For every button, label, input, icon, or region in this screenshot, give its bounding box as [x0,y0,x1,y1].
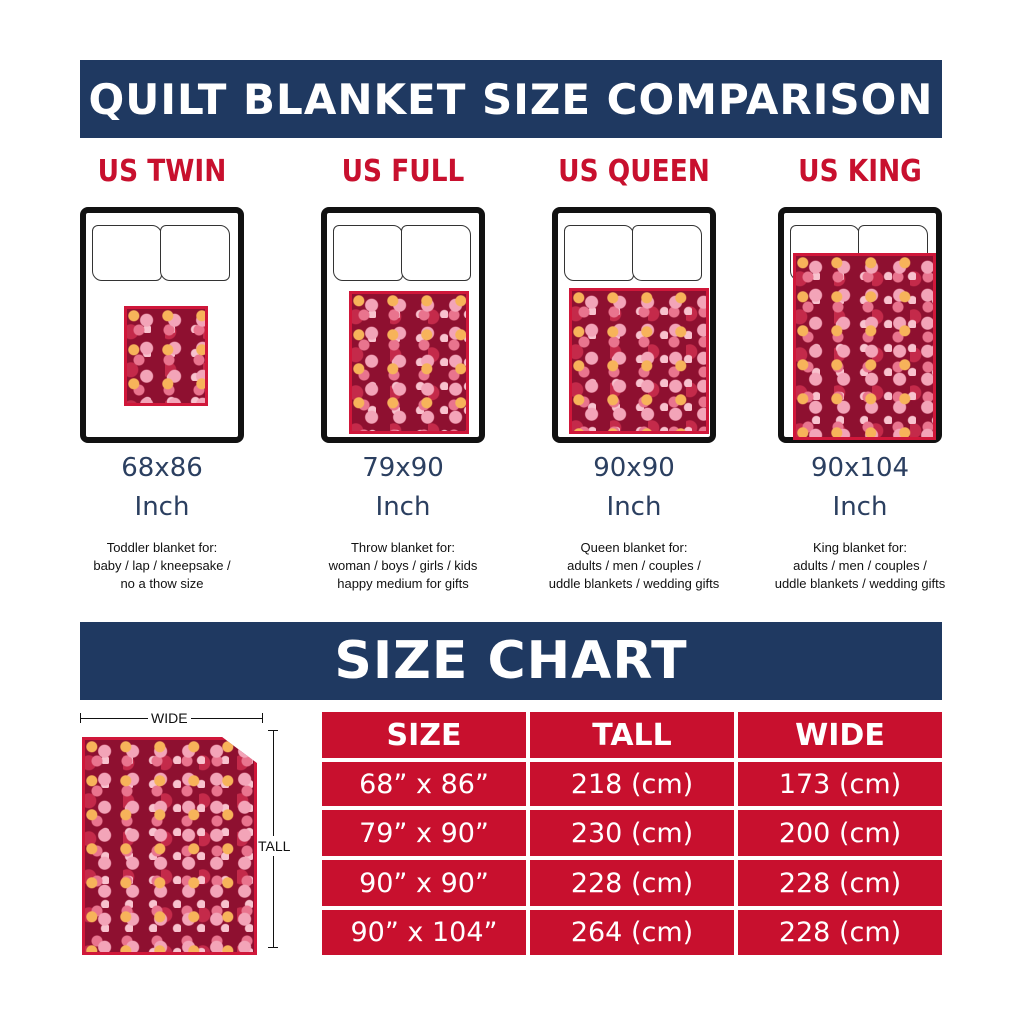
table-cell: 173 (cm) [738,762,942,806]
size-name: US KING [798,154,922,189]
bed-illustration [321,207,485,443]
size-unit: Inch [832,492,888,522]
blanket-image [793,253,936,440]
size-chart-title: SIZE CHART [80,622,942,700]
blanket-image [569,288,709,434]
pillow-icon [632,225,702,281]
table-cell: 228 (cm) [530,860,734,906]
size-dims: 90x104 [810,453,910,483]
table-cell: 90” x 90” [322,860,526,906]
table-cell: 230 (cm) [530,810,734,856]
size-dims: 79x90 [362,453,444,483]
table-cell: 264 (cm) [530,910,734,955]
size-description: Throw blanket for: woman / boys / girls /… [328,540,478,591]
size-dims: 90x90 [593,453,675,483]
pillow-icon [160,225,230,281]
bed-illustration [552,207,716,443]
comparison-title: QUILT BLANKET SIZE COMPARISON [80,60,942,138]
size-description: King blanket for: adults / men / couples … [774,540,946,591]
pillow-icon [564,225,634,281]
size-name: US TWIN [97,154,227,189]
table-cell: 200 (cm) [738,810,942,856]
size-name: US FULL [341,154,465,189]
table-header: TALL [530,712,734,758]
blanket-image [124,306,208,406]
table-cell: 228 (cm) [738,910,942,955]
tall-label: TALL [258,836,291,856]
pillow-icon [401,225,471,281]
table-cell: 90” x 104” [322,910,526,955]
size-unit: Inch [134,492,190,522]
table-header: SIZE [322,712,526,758]
table-cell: 68” x 86” [322,762,526,806]
blanket-image [82,737,257,955]
pillow-icon [333,225,403,281]
blanket-image [349,291,469,434]
table-cell: 79” x 90” [322,810,526,856]
table-header: WIDE [738,712,942,758]
table-cell: 218 (cm) [530,762,734,806]
size-name: US QUEEN [558,154,710,189]
size-description: Toddler blanket for: baby / lap / kneepsa… [93,540,231,591]
size-unit: Inch [375,492,431,522]
size-unit: Inch [606,492,662,522]
table-cell: 228 (cm) [738,860,942,906]
size-description: Queen blanket for: adults / men / couples… [548,540,720,591]
pillow-icon [92,225,162,281]
size-dims: 68x86 [121,453,203,483]
bed-illustration [778,207,942,443]
bed-illustration [80,207,244,443]
wide-label: WIDE [148,710,191,726]
